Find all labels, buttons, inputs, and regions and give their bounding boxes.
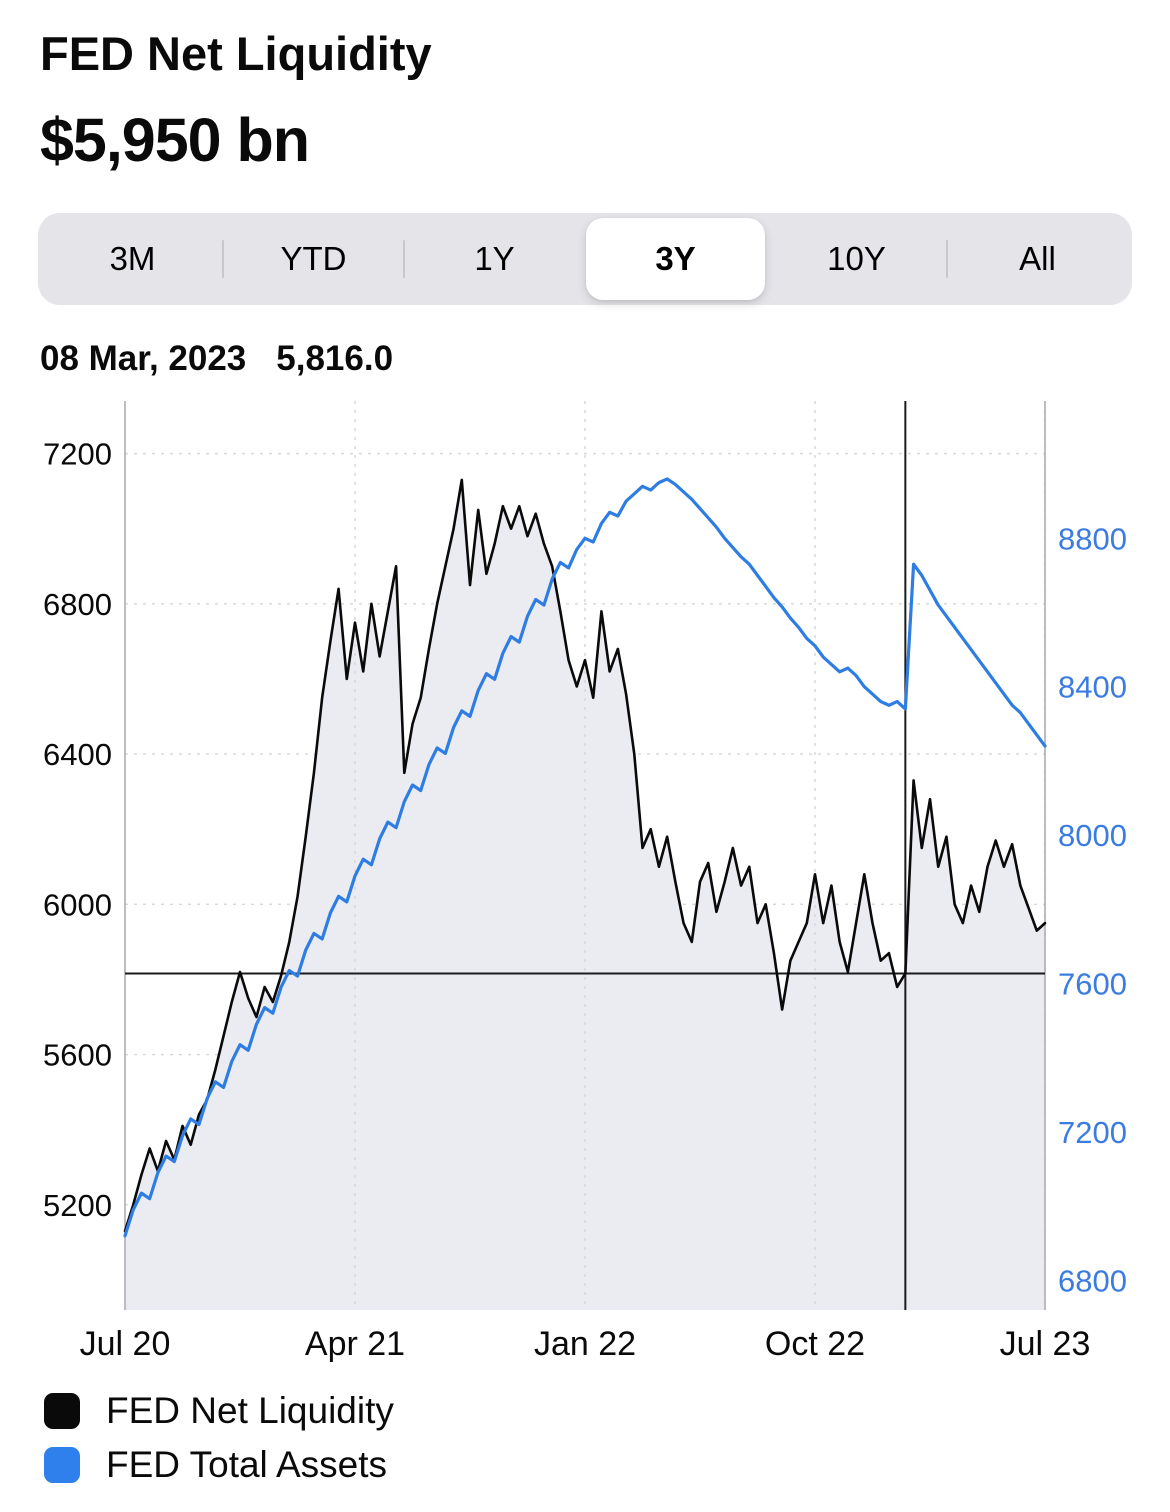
- svg-text:8800: 8800: [1058, 521, 1127, 556]
- svg-text:8400: 8400: [1058, 670, 1127, 705]
- crosshair-readout: 08 Mar, 2023 5,816.0: [40, 339, 1130, 379]
- tooltip-date: 08 Mar, 2023: [40, 339, 247, 378]
- chart-canvas[interactable]: 7200 6800 6400 6000 5600 5200 8800 8400 8000 7600…: [0, 389, 1170, 1374]
- range-selector: 3M YTD 1Y 3Y 10Y All: [38, 213, 1132, 305]
- svg-text:6800: 6800: [1058, 1263, 1127, 1298]
- legend-item-total-assets[interactable]: FED Total Assets: [44, 1444, 1170, 1486]
- svg-text:Jul 20: Jul 20: [80, 1325, 171, 1363]
- svg-text:5600: 5600: [43, 1038, 112, 1073]
- svg-text:7200: 7200: [1058, 1115, 1127, 1150]
- svg-text:Jul 23: Jul 23: [1000, 1325, 1091, 1363]
- total-assets-swatch-icon: [44, 1447, 80, 1483]
- svg-text:6400: 6400: [43, 737, 112, 772]
- range-option-all[interactable]: All: [1019, 240, 1056, 277]
- svg-text:Jan 22: Jan 22: [534, 1325, 636, 1363]
- header: FED Net Liquidity $5,950 bn: [0, 0, 1170, 175]
- svg-text:Oct 22: Oct 22: [765, 1325, 865, 1363]
- svg-text:8000: 8000: [1058, 818, 1127, 853]
- range-option-ytd[interactable]: YTD: [280, 240, 347, 277]
- range-option-10y[interactable]: 10Y: [827, 240, 886, 277]
- svg-text:Apr 21: Apr 21: [305, 1325, 405, 1363]
- svg-text:6800: 6800: [43, 587, 112, 622]
- svg-text:7200: 7200: [43, 437, 112, 472]
- current-value: $5,950 bn: [40, 106, 310, 174]
- range-option-1y[interactable]: 1Y: [474, 240, 515, 277]
- legend: FED Net Liquidity FED Total Assets: [44, 1390, 1170, 1486]
- svg-text:7600: 7600: [1058, 967, 1127, 1002]
- net-liquidity-swatch-icon: [44, 1393, 80, 1429]
- legend-label: FED Net Liquidity: [106, 1390, 394, 1431]
- segment-separator: [403, 240, 405, 278]
- chart: 7200 6800 6400 6000 5600 5200 8800 8400 8000 7600…: [0, 389, 1170, 1374]
- page-title: FED Net Liquidity: [40, 27, 432, 80]
- legend-label: FED Total Assets: [106, 1444, 388, 1485]
- range-option-3y[interactable]: 3Y: [586, 218, 765, 300]
- svg-text:5200: 5200: [43, 1188, 112, 1223]
- legend-item-net-liquidity[interactable]: FED Net Liquidity: [44, 1390, 1170, 1432]
- range-option-3m[interactable]: 3M: [109, 240, 156, 277]
- segment-separator: [946, 240, 948, 278]
- segment-separator: [222, 240, 224, 278]
- tooltip-value: 5,816.0: [276, 339, 394, 378]
- svg-text:6000: 6000: [43, 887, 112, 922]
